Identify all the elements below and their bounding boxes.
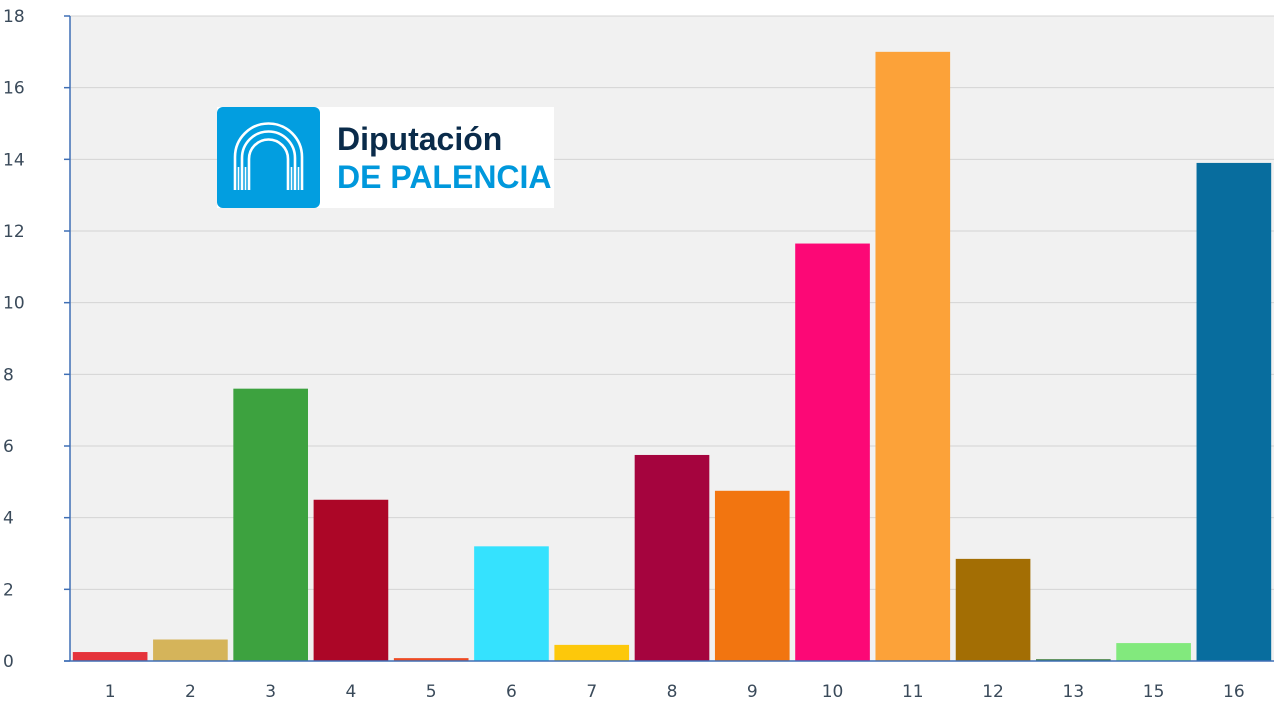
bar-11 [875,51,951,662]
x-tick-label: 10 [822,682,844,702]
bar-10 [795,243,870,661]
y-tick-label: 0 [3,652,14,672]
y-tick-label: 6 [3,437,14,457]
x-tick-label: 9 [747,682,758,702]
y-tick-label: 12 [3,222,25,242]
bar-6 [474,546,549,661]
bar-9 [714,490,790,661]
x-tick-label: 8 [667,682,678,702]
y-tick-label: 18 [3,7,25,27]
x-tick-label: 16 [1223,682,1245,702]
x-tick-label: 15 [1143,682,1165,702]
x-tick-label: 1 [105,682,116,702]
x-tick-label: 4 [346,682,357,702]
y-tick-label: 16 [3,79,25,99]
y-tick-label: 2 [3,580,14,600]
x-axis: 1 2 3 4 5 6 7 8 9 10 11 12 13 15 16 [64,660,1274,702]
bar-7 [554,644,630,661]
logo-text-line2: DE PALENCIA [337,159,552,195]
y-tick-label: 10 [3,294,25,314]
x-tick-label: 12 [982,682,1004,702]
x-tick-label: 7 [586,682,597,702]
bar-5 [393,658,469,661]
bar-12 [955,558,1031,661]
y-axis: 0 2 4 6 8 10 12 14 16 18 [3,7,71,672]
bars [72,51,1272,662]
bar-15 [1116,643,1191,661]
bar-3 [233,388,308,661]
bar-8 [634,454,710,661]
x-tick-label: 11 [902,682,924,702]
x-tick-label: 13 [1063,682,1085,702]
x-tick-label: 2 [185,682,196,702]
y-tick-label: 14 [3,150,25,170]
y-tick-label: 4 [3,509,14,529]
logo-text-line1: Diputación [337,121,503,157]
bar-13 [1036,659,1111,661]
bar-2 [153,639,228,661]
bar-1 [72,652,148,661]
bar-4 [313,499,389,661]
arches-logo-icon [217,107,320,208]
x-tick-label: 3 [265,682,276,702]
x-tick-label: 6 [506,682,517,702]
diputacion-palencia-logo: Diputación DE PALENCIA [217,107,554,208]
y-tick-label: 8 [3,365,14,385]
x-tick-label: 5 [426,682,437,702]
bar-16 [1196,162,1272,661]
